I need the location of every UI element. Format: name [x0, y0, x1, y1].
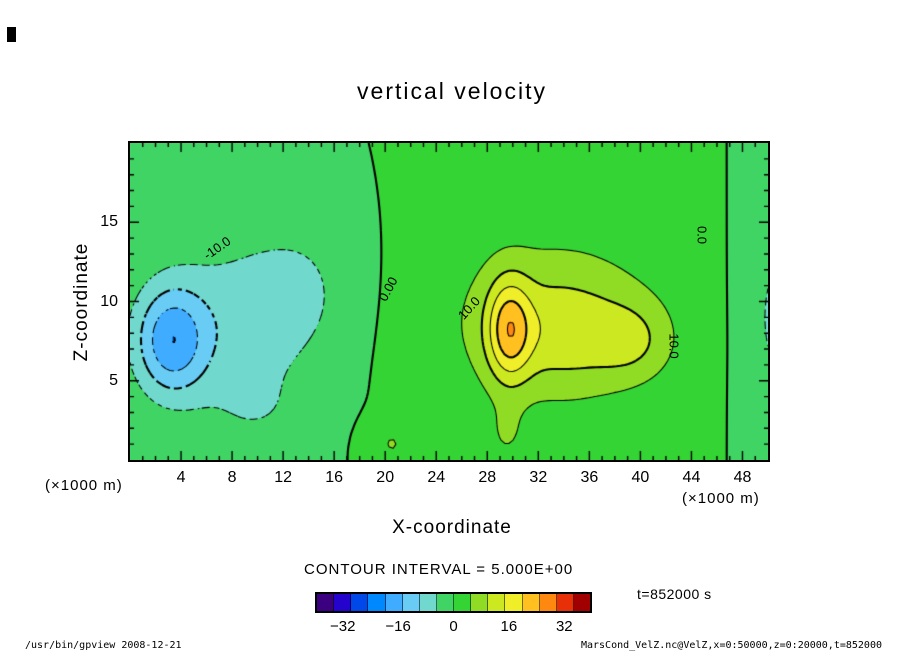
colorbar-segment	[573, 594, 590, 611]
colorbar-tick-label: 32	[555, 618, 573, 635]
y-axis-unit-label: (×1000 m)	[45, 477, 123, 494]
x-axis-tick-label: 28	[478, 469, 497, 486]
cursor-artifact	[7, 27, 16, 42]
colorbar-segment	[402, 594, 420, 611]
colorbar-segment	[368, 594, 386, 611]
x-axis-tick-label: 4	[176, 469, 186, 486]
colorbar-segment	[334, 594, 352, 611]
contour-interval-text: CONTOUR INTERVAL = 5.000E+00	[304, 561, 574, 578]
x-axis-tick-label: 44	[682, 469, 701, 486]
y-axis-tick-label: 10	[100, 292, 118, 310]
x-axis-tick-label: 20	[376, 469, 395, 486]
colorbar-segment	[385, 594, 403, 611]
colorbar-segment	[351, 594, 369, 611]
colorbar-tick-labels: −32 −16 0 16 32	[315, 618, 592, 636]
x-axis-tick-label: 24	[427, 469, 446, 486]
colorbar-segment	[556, 594, 574, 611]
plot-area: -10.0 0.00 10.0 10.0 0.0	[128, 141, 770, 462]
colorbar-segment	[522, 594, 540, 611]
x-axis-unit-label: (×1000 m)	[682, 490, 760, 507]
x-axis-tick-label: 16	[325, 469, 344, 486]
y-axis-tick-labels: 5 10 15	[80, 143, 124, 460]
colorbar	[315, 592, 592, 613]
footer-datafile-text: MarsCond_VelZ.nc@VelZ,x=0:50000,z=0:2000…	[580, 640, 882, 651]
x-axis-label: X-coordinate	[392, 517, 512, 538]
colorbar-segment	[317, 594, 335, 611]
colorbar-gradient	[317, 594, 590, 611]
colorbar-tick-label: −16	[385, 618, 411, 635]
x-axis-tick-label: 8	[227, 469, 237, 486]
x-axis-tick-label: 32	[529, 469, 548, 486]
x-axis-tick-label: 12	[274, 469, 293, 486]
colorbar-tick-label: 16	[500, 618, 518, 635]
colorbar-tick-label: 0	[449, 618, 458, 635]
colorbar-segment	[505, 594, 523, 611]
colorbar-segment	[454, 594, 472, 611]
x-axis-tick-label: 36	[580, 469, 599, 486]
colorbar-segment	[436, 594, 454, 611]
x-axis-tick-labels: 4 8 12 16 20 24 28 32 36 40 44 48	[130, 469, 768, 489]
colorbar-tick-label: −32	[329, 618, 356, 635]
y-axis-tick-label: 5	[109, 371, 118, 389]
colorbar-segment	[471, 594, 489, 611]
colorbar-segment	[539, 594, 557, 611]
velocity-field-canvas	[130, 143, 768, 460]
footer-command-text: /usr/bin/gpview 2008-12-21	[25, 640, 182, 651]
x-axis-tick-label: 40	[631, 469, 650, 486]
colorbar-segment	[488, 594, 506, 611]
x-axis-tick-label: 48	[733, 469, 752, 486]
time-annotation: t=852000 s	[637, 586, 712, 602]
y-axis-tick-label: 15	[100, 213, 118, 231]
plot-title: vertical velocity	[357, 78, 547, 104]
colorbar-segment	[419, 594, 437, 611]
